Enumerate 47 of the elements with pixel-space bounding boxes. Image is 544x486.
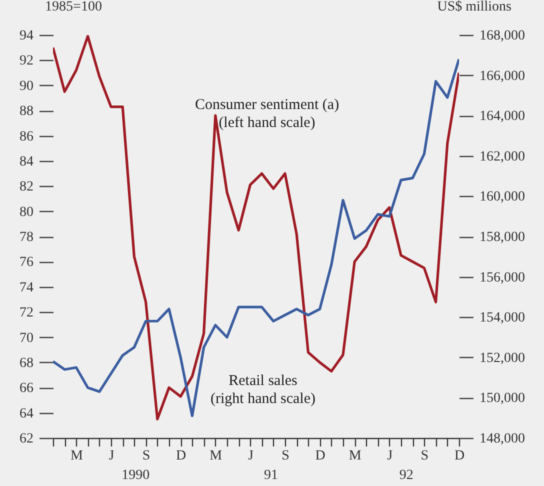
- y-tick-label: 86: [20, 129, 34, 144]
- x-tick-label: M: [348, 448, 362, 464]
- text: 92: [399, 468, 414, 483]
- x-tick-label: M: [70, 448, 84, 464]
- y-tick-label: 64: [20, 406, 34, 422]
- y2-tick-label: 164,000: [480, 109, 525, 124]
- y-tick-label: 74: [20, 280, 34, 296]
- y-tick-label: 82: [20, 180, 34, 195]
- x-tick-label: J: [387, 448, 394, 464]
- y2-tick-label: 160,000: [480, 190, 525, 205]
- x-tick-label: S: [142, 448, 150, 464]
- series-label: Consumer sentiment (a) (left hand scale): [194, 97, 340, 131]
- y2-tick-label: 150,000: [480, 391, 525, 406]
- y2-tick-label: 166,000: [480, 68, 525, 84]
- y-tick-label: 78: [20, 230, 34, 245]
- x-tick-label: D: [176, 448, 186, 464]
- y2-tick-label: 148,000: [480, 432, 525, 446]
- x-tick-label: S: [282, 448, 290, 464]
- series-label: Retail sales (right hand scale): [210, 373, 316, 407]
- y2-tick-label: 156,000: [480, 270, 525, 286]
- x-tick-label: J: [248, 448, 254, 464]
- y-tick-label: 70: [20, 330, 34, 346]
- x-tick-label: D: [454, 448, 465, 464]
- y-tick-label: 62: [20, 432, 34, 446]
- y2-tick-label: 158,000: [480, 230, 525, 245]
- y-tick-label: 90: [20, 78, 34, 94]
- y-tick-label: 94: [20, 28, 34, 44]
- y-tick-label: 66: [20, 381, 34, 396]
- x-tick-label: S: [420, 448, 429, 464]
- y-tick-label: 80: [20, 204, 34, 220]
- y2-tick-label: 152,000: [480, 350, 525, 366]
- y-tick-label: 88: [20, 104, 34, 120]
- text: 91: [264, 468, 278, 483]
- y-tick-label: 84: [20, 154, 34, 170]
- y2-tick-label: 154,000: [480, 310, 525, 326]
- text: 1990: [122, 468, 150, 483]
- y-tick-label: 92: [20, 54, 34, 69]
- y-tick-label: 76: [20, 255, 34, 270]
- x-tick-label: J: [108, 448, 115, 464]
- y2-tick-label: 162,000: [480, 149, 525, 164]
- y-tick-label: 72: [20, 306, 34, 321]
- y2-tick-label: 168,000: [480, 28, 525, 44]
- x-tick-label: M: [210, 448, 223, 464]
- y2-axis-title: US$ millions: [437, 0, 512, 14]
- y-axis-title: 1985=100: [45, 0, 102, 14]
- x-tick-label: D: [315, 448, 326, 464]
- y-tick-label: 68: [20, 356, 34, 371]
